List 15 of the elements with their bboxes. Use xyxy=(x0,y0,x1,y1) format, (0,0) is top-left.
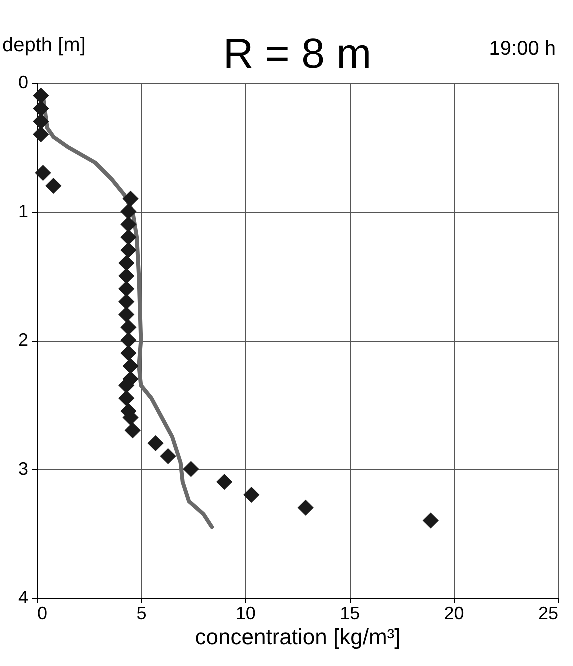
x-tick-label: 20 xyxy=(444,604,464,624)
y-tick-label: 3 xyxy=(18,458,28,479)
y-tick-label: 0 xyxy=(18,72,28,92)
y-tick-label: 4 xyxy=(18,588,28,608)
x-tick-label: 10 xyxy=(236,604,256,624)
y-tick-label: 1 xyxy=(18,201,28,222)
x-tick-label: 0 xyxy=(38,604,48,624)
x-axis-title: concentration [kg/m³] xyxy=(195,624,401,650)
text: 19:00 h xyxy=(489,38,556,60)
x-tick-label: 15 xyxy=(340,604,360,624)
y-tick-label: 2 xyxy=(18,330,28,350)
x-tick-label: 5 xyxy=(136,604,147,624)
x-tick-label: 25 xyxy=(538,604,558,624)
chart-title: R = 8 m xyxy=(223,30,372,77)
y-axis-title: depth [m] xyxy=(2,34,86,56)
